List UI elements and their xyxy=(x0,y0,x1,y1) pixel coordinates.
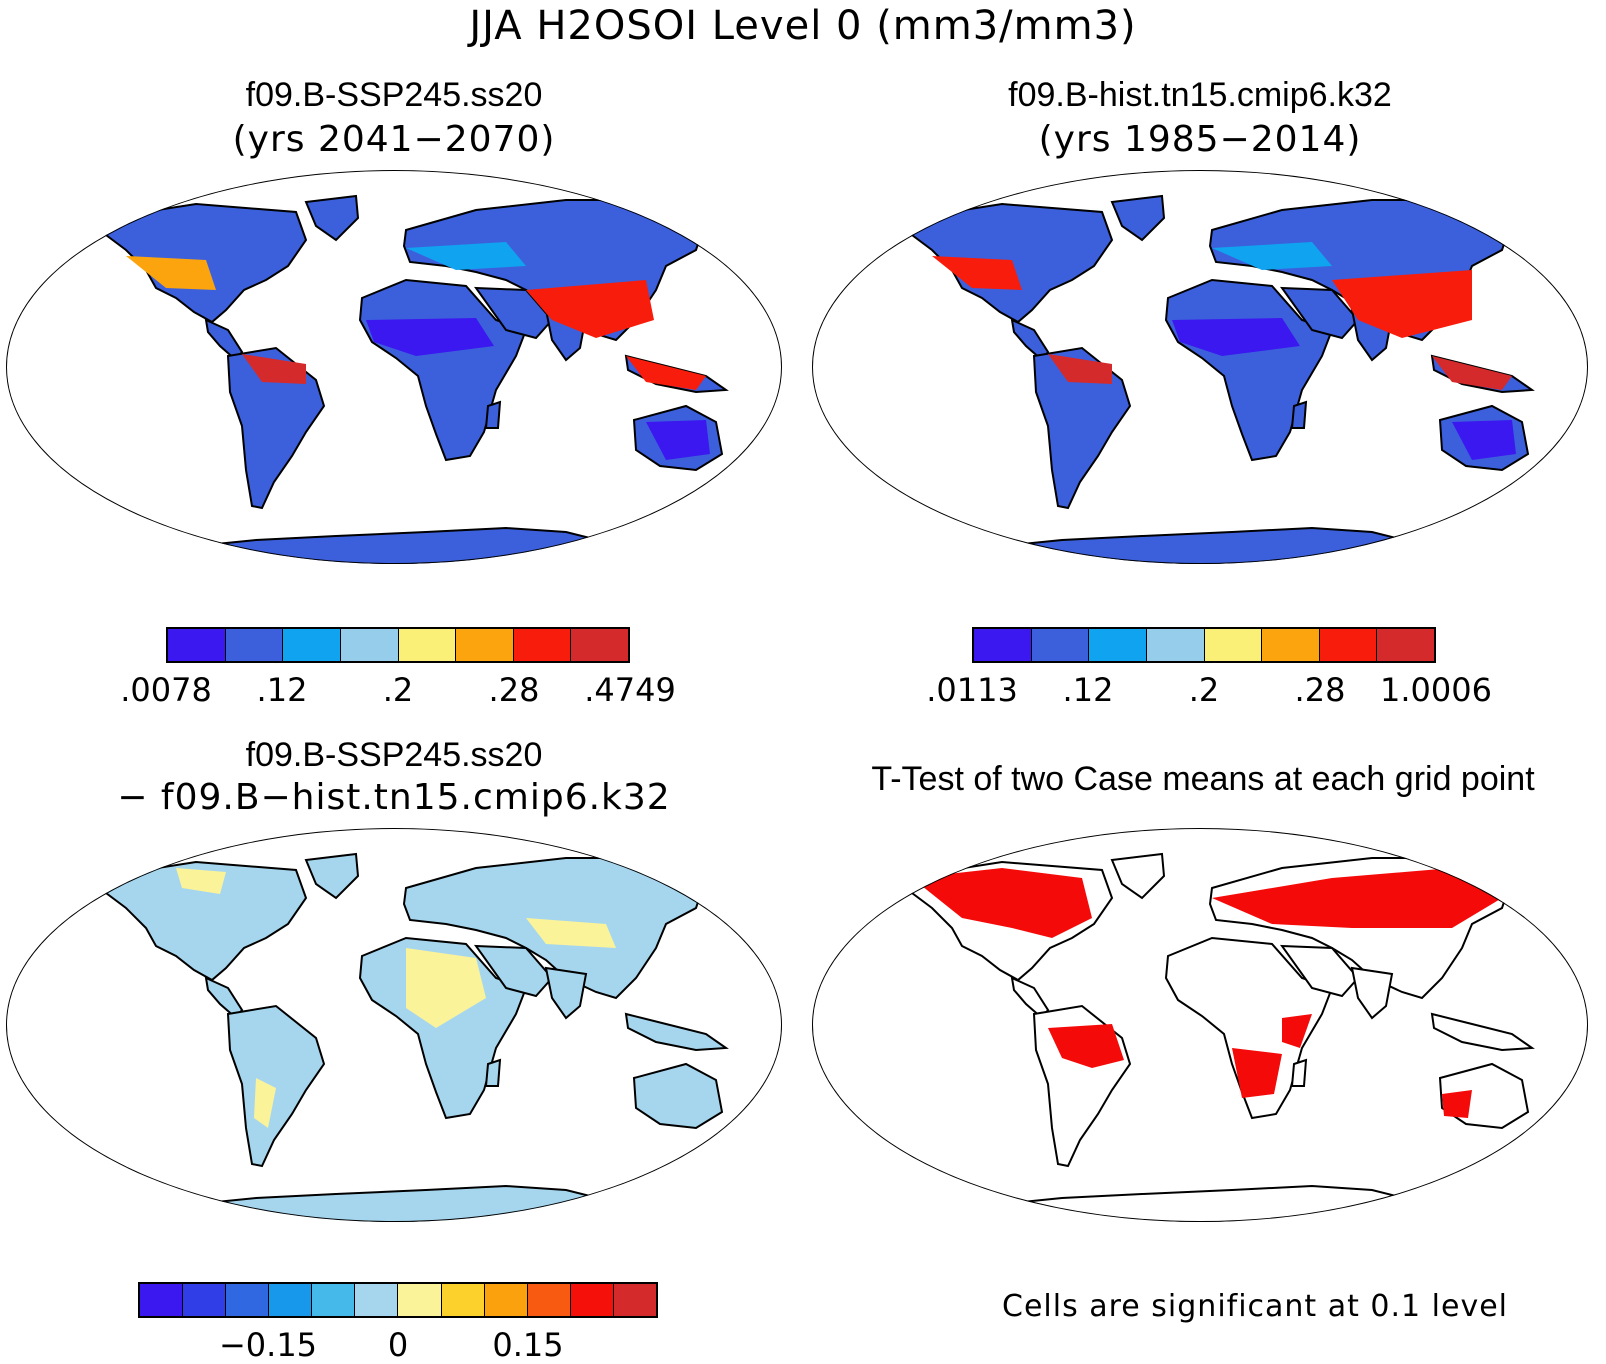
colorbar-tick-label: .2 xyxy=(1188,671,1220,709)
colorbar-swatch xyxy=(1319,629,1378,661)
colorbar-tick-label: .0113 xyxy=(926,671,1018,709)
colorbar-swatch xyxy=(441,1284,485,1316)
panel-b-map xyxy=(812,170,1588,564)
colorbar-swatch xyxy=(571,629,628,661)
colorbar-tick-label: 0.15 xyxy=(492,1326,564,1364)
colorbar-tick-label: −0.15 xyxy=(218,1326,318,1364)
panel-c-minus-case: − f09.B−hist.tn15.cmip6.k32 xyxy=(117,777,671,818)
colorbar-swatch xyxy=(226,1284,270,1316)
colorbar-swatch xyxy=(283,629,341,661)
colorbar-swatch xyxy=(398,1284,442,1316)
panel-d-title: T-Test of two Case means at each grid po… xyxy=(871,760,1535,798)
colorbar-swatch xyxy=(1204,629,1263,661)
figure-title: JJA H2OSOI Level 0 (mm3/mm3) xyxy=(469,3,1137,49)
colorbar-swatch xyxy=(484,1284,528,1316)
colorbar-swatch xyxy=(168,629,226,661)
panel-c-map xyxy=(6,828,782,1222)
colorbar-swatch xyxy=(340,629,399,661)
colorbar-tick-label: .4749 xyxy=(584,671,676,709)
colorbar-tick-label: .0078 xyxy=(120,671,212,709)
colorbar-swatch xyxy=(1377,629,1434,661)
colorbar-tick-label: .28 xyxy=(1294,671,1346,709)
colorbar-tick-label: 1.0006 xyxy=(1380,671,1492,709)
colorbar-tick-label: .12 xyxy=(1062,671,1114,709)
colorbar-swatch xyxy=(527,1284,571,1316)
colorbar-swatch xyxy=(1262,629,1320,661)
colorbar-tick-label: 0 xyxy=(387,1326,409,1364)
panel-d-map xyxy=(812,828,1588,1222)
colorbar-swatch xyxy=(974,629,1032,661)
colorbar-swatch xyxy=(183,1284,227,1316)
panel-b-years: (yrs 1985−2014) xyxy=(1038,119,1362,160)
colorbar-swatch xyxy=(570,1284,614,1316)
colorbar-swatch xyxy=(355,1284,399,1316)
panel-a-case-title: f09.B-SSP245.ss20 xyxy=(245,76,543,114)
colorbar-swatch xyxy=(140,1284,184,1316)
panel-a-years: (yrs 2041−2070) xyxy=(232,119,556,160)
colorbar-panel-a xyxy=(166,627,630,663)
panel-c-case-title: f09.B-SSP245.ss20 xyxy=(245,736,543,774)
colorbar-swatch xyxy=(269,1284,313,1316)
colorbar-tick-label: .12 xyxy=(256,671,308,709)
colorbar-swatch xyxy=(513,629,572,661)
colorbar-panel-b xyxy=(972,627,1436,663)
colorbar-tick-label: .28 xyxy=(488,671,540,709)
colorbar-swatch xyxy=(1146,629,1205,661)
colorbar-swatch xyxy=(1089,629,1147,661)
panel-b-case-title: f09.B-hist.tn15.cmip6.k32 xyxy=(1008,76,1392,114)
colorbar-swatch xyxy=(225,629,284,661)
colorbar-swatch xyxy=(398,629,457,661)
colorbar-panel-c xyxy=(138,1282,658,1318)
colorbar-swatch xyxy=(312,1284,356,1316)
colorbar-swatch xyxy=(456,629,514,661)
colorbar-swatch xyxy=(1031,629,1090,661)
colorbar-swatch xyxy=(613,1284,656,1316)
panel-a-map xyxy=(6,170,782,564)
colorbar-tick-label: .2 xyxy=(382,671,414,709)
significance-note: Cells are significant at 0.1 level xyxy=(1002,1289,1509,1324)
